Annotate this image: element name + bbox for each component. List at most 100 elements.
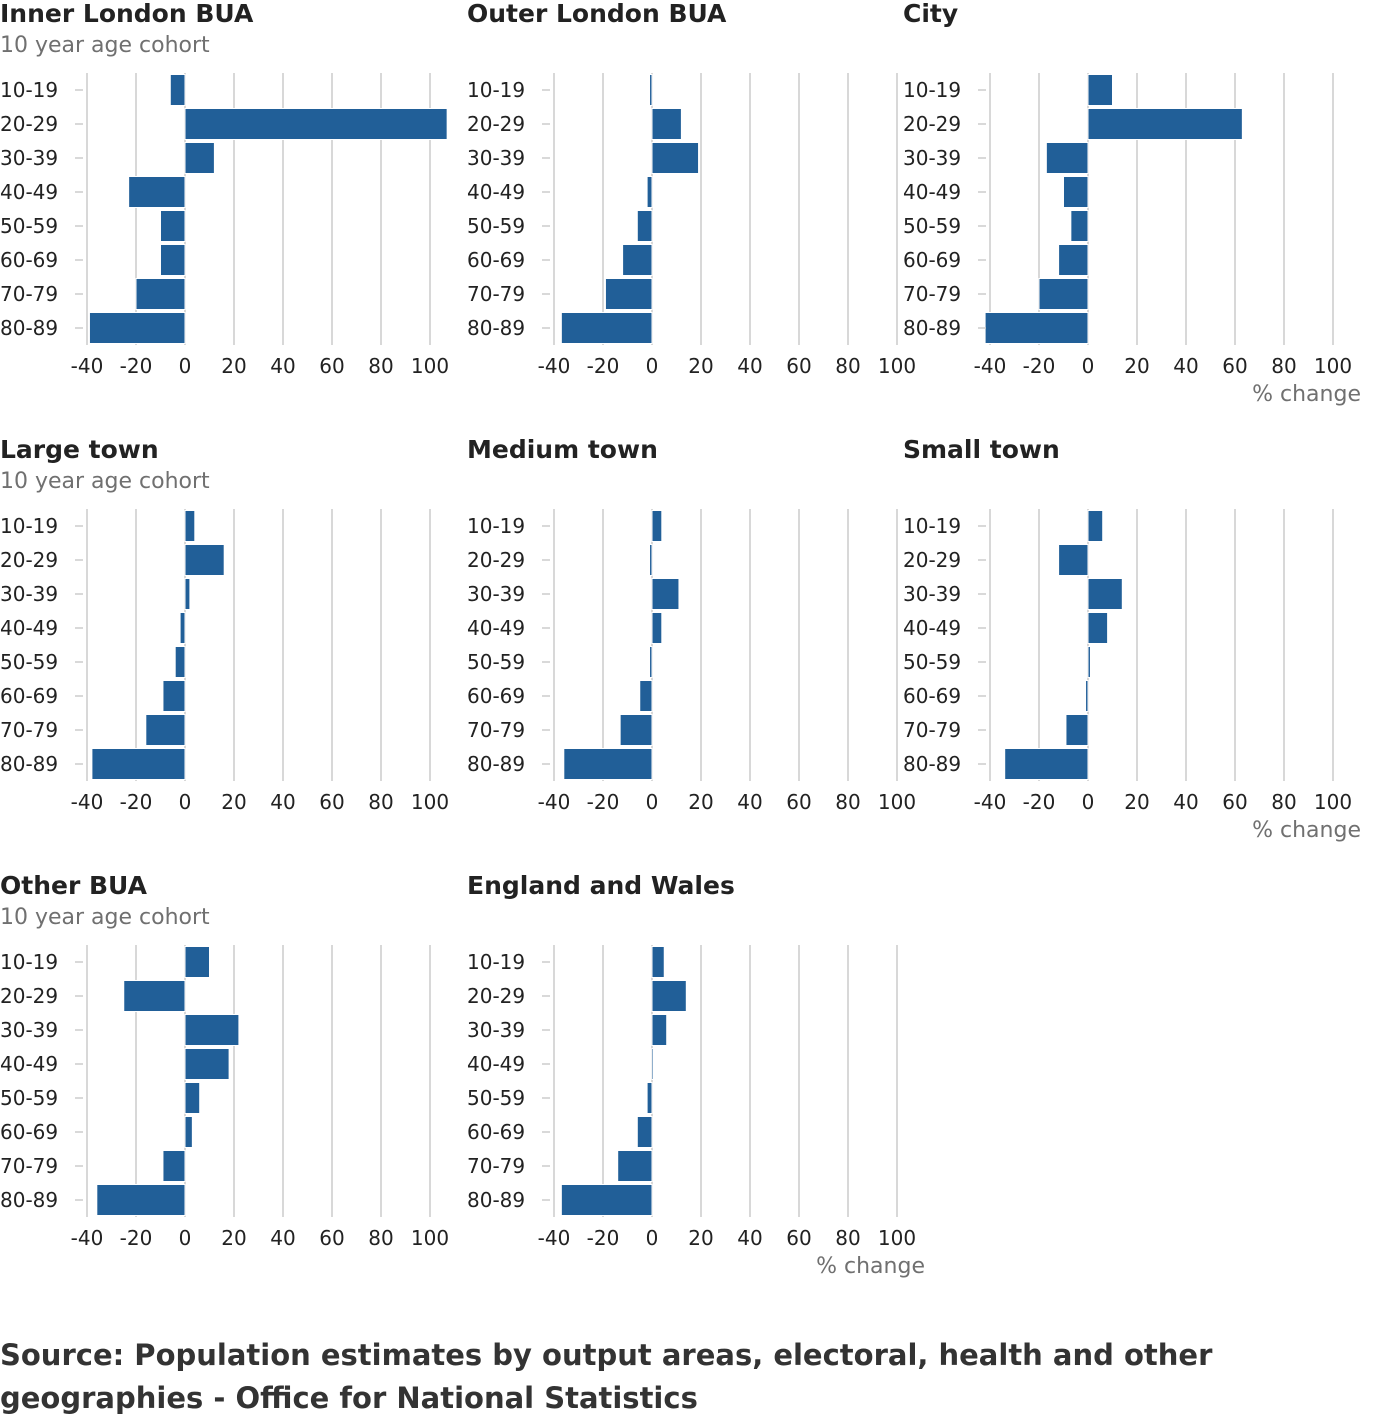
category-label: 70-79 <box>0 718 58 742</box>
bar-30-39 <box>184 1014 240 1046</box>
x-tick-label: -20 <box>1023 790 1056 814</box>
bar-30-39 <box>651 578 680 610</box>
bar-70-79 <box>135 278 186 310</box>
x-tick-label: 80 <box>368 1226 393 1250</box>
source-note: Source: Population estimates by output a… <box>0 1338 1213 1415</box>
chart-panel: England and Wales 10-19 20-29 30-39 40-49 50-… <box>467 871 925 1279</box>
bar-60-69 <box>160 244 186 276</box>
x-tick-label: 20 <box>688 1226 713 1250</box>
category-label: 20-29 <box>903 112 961 136</box>
x-tick-label: 20 <box>1124 790 1149 814</box>
bar-60-69 <box>184 1116 193 1148</box>
panel-title: Large town <box>0 435 159 464</box>
bar-70-79 <box>162 1150 186 1182</box>
category-label: 70-79 <box>467 1154 525 1178</box>
category-label: 70-79 <box>903 282 961 306</box>
x-tick-label: 20 <box>221 790 246 814</box>
category-label: 10-19 <box>0 78 58 102</box>
x-tick-label: 100 <box>878 1226 916 1250</box>
bar-80-89 <box>563 748 653 780</box>
category-label: 40-49 <box>467 1052 525 1076</box>
chart-panel: Outer London BUA 10-19 20-29 30-39 40-49 50-5… <box>467 0 916 378</box>
category-label: 80-89 <box>0 1188 58 1212</box>
y-axis-title: 10 year age cohort <box>0 33 210 58</box>
bar-70-79 <box>617 1150 653 1182</box>
bar-10-19 <box>184 510 196 542</box>
category-label: 10-19 <box>467 950 525 974</box>
x-tick-label: 80 <box>835 1226 860 1250</box>
bar-40-49 <box>651 612 663 644</box>
x-tick-label: 0 <box>646 354 659 378</box>
y-axis-title: 10 year age cohort <box>0 905 210 930</box>
x-tick-label: 80 <box>1271 354 1296 378</box>
x-tick-label: 40 <box>737 790 762 814</box>
category-label: 60-69 <box>467 1120 525 1144</box>
y-axis-title: 10 year age cohort <box>0 469 210 494</box>
x-tick-label: -20 <box>1023 354 1056 378</box>
x-tick-label: 40 <box>270 354 295 378</box>
category-label: 80-89 <box>0 752 58 776</box>
x-tick-label: -40 <box>71 354 104 378</box>
bar-60-69 <box>622 244 653 276</box>
x-tick-label: 80 <box>1271 790 1296 814</box>
panel-title: Inner London BUA <box>0 0 254 28</box>
x-tick-label: -20 <box>120 790 153 814</box>
category-label: 10-19 <box>903 78 961 102</box>
category-label: 60-69 <box>0 248 58 272</box>
bar-80-89 <box>91 748 186 780</box>
bar-40-49 <box>1063 176 1089 208</box>
category-label: 40-49 <box>903 180 961 204</box>
x-tick-label: -40 <box>538 354 571 378</box>
bar-10-19 <box>1087 510 1104 542</box>
x-tick-label: 20 <box>1124 354 1149 378</box>
x-tick-label: 100 <box>411 1226 449 1250</box>
category-label: 60-69 <box>903 684 961 708</box>
x-tick-label: -40 <box>538 790 571 814</box>
x-tick-label: 80 <box>368 790 393 814</box>
category-label: 60-69 <box>0 684 58 708</box>
bar-10-19 <box>651 946 665 978</box>
bar-60-69 <box>636 1116 653 1148</box>
category-label: 10-19 <box>0 514 58 538</box>
category-label: 70-79 <box>467 718 525 742</box>
bar-70-79 <box>619 714 653 746</box>
x-tick-label: 0 <box>1082 354 1095 378</box>
bar-50-59 <box>636 210 653 242</box>
x-tick-label: 100 <box>411 790 449 814</box>
chart-panel: Medium town 10-19 20-29 30-39 40-49 50-59 60-6… <box>467 435 916 814</box>
x-tick-label: 40 <box>270 1226 295 1250</box>
x-tick-label: 0 <box>179 790 192 814</box>
x-tick-label: 20 <box>688 790 713 814</box>
category-label: 10-19 <box>467 514 525 538</box>
category-label: 40-49 <box>903 616 961 640</box>
x-tick-label: 80 <box>835 354 860 378</box>
chart-panel: Large town 10 year age cohort 10-19 20-29 30… <box>0 435 449 814</box>
category-label: 30-39 <box>467 146 525 170</box>
category-label: 60-69 <box>903 248 961 272</box>
category-label: 30-39 <box>0 1018 58 1042</box>
category-label: 60-69 <box>0 1120 58 1144</box>
bar-40-49 <box>1087 612 1109 644</box>
bar-20-29 <box>651 108 682 140</box>
category-label: 60-69 <box>467 684 525 708</box>
x-axis-title: % change <box>816 1254 925 1279</box>
bar-80-89 <box>984 312 1089 344</box>
x-tick-label: 60 <box>786 354 811 378</box>
x-tick-label: 100 <box>878 354 916 378</box>
x-tick-label: 20 <box>221 354 246 378</box>
category-label: 20-29 <box>467 548 525 572</box>
x-tick-label: 60 <box>786 1226 811 1250</box>
category-label: 80-89 <box>903 752 961 776</box>
bar-50-59 <box>184 1082 201 1114</box>
x-tick-label: 0 <box>646 1226 659 1250</box>
category-label: 20-29 <box>0 112 58 136</box>
category-label: 30-39 <box>0 582 58 606</box>
bar-70-79 <box>1065 714 1089 746</box>
panel-title: Outer London BUA <box>467 0 727 28</box>
x-tick-label: -40 <box>538 1226 571 1250</box>
x-tick-label: 0 <box>179 1226 192 1250</box>
bar-60-69 <box>1085 680 1089 712</box>
x-tick-label: 0 <box>1082 790 1095 814</box>
bar-30-39 <box>1045 142 1089 174</box>
x-tick-label: 40 <box>737 354 762 378</box>
